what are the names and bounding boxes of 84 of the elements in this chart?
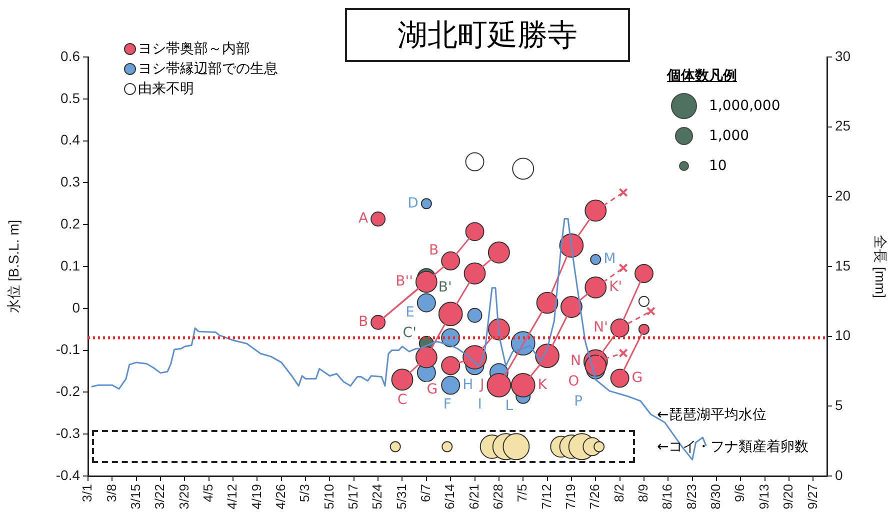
y-tick-label: -0.2 [56, 383, 80, 400]
y2-tick-label: 15 [835, 257, 851, 274]
y2-tick-label: 20 [835, 188, 851, 204]
legend-title: 個体数凡例 [667, 67, 738, 85]
data-label: F [443, 396, 452, 412]
x-tick-label: 3/15 [128, 484, 143, 510]
x-tick-label: 6/28 [490, 484, 506, 510]
x-tick-label: 4/12 [224, 484, 240, 510]
y2-tick-label: 0 [835, 466, 843, 483]
x-tick-label: 4/5 [200, 484, 216, 502]
y-tick-label: -0.1 [56, 341, 80, 358]
y-tick-label: 0.5 [60, 90, 80, 106]
x-tick-label: 8/9 [636, 484, 651, 502]
data-label: B [428, 242, 439, 259]
y-axis-title: 水位 [B.S.L. m] [5, 220, 22, 314]
y-tick-label: 0.2 [60, 215, 80, 232]
x-tick-label: 9/13 [756, 484, 772, 510]
x-tick-label: 5/31 [394, 484, 409, 510]
x-tick-label: 6/14 [442, 484, 458, 510]
y-tick-label: -0.3 [56, 424, 80, 441]
data-label: E [406, 304, 414, 320]
x-tick-label: 7/5 [514, 484, 530, 502]
legend-label: ヨシ帯奥部～内部 [138, 40, 250, 59]
annotation: ←琵琶湖平均水位 [657, 406, 768, 425]
x-tick-label: 3/1 [80, 484, 95, 502]
data-label: G [632, 370, 643, 386]
y-tick-label: 0.4 [60, 132, 80, 148]
x-tick-label: 8/30 [708, 484, 724, 510]
x-tick-label: 8/16 [660, 484, 675, 510]
data-label: N' [593, 320, 608, 336]
x-tick-label: 9/20 [780, 484, 796, 510]
x-tick-label: 3/29 [176, 484, 192, 510]
data-label: M [604, 251, 616, 268]
y2-tick-label: 5 [835, 397, 843, 414]
x-tick-label: 4/26 [272, 484, 288, 510]
data-label: K [538, 376, 548, 393]
y-tick-label: 0 [72, 299, 80, 316]
y2-tick-label: 10 [835, 327, 851, 344]
data-label: H [462, 376, 474, 393]
legend-label: ヨシ帯縁辺部での生息 [138, 60, 278, 79]
x-tick-label: 7/26 [587, 484, 602, 510]
x-tick-label: 9/6 [732, 484, 748, 502]
x-tick-label: 8/2 [611, 484, 626, 502]
data-label: G [426, 381, 438, 398]
y-tick-label: -0.4 [56, 466, 80, 483]
data-label: O [568, 373, 580, 390]
x-tick-label: 4/19 [248, 484, 264, 510]
data-label: C [397, 392, 408, 408]
data-label: I [478, 396, 482, 412]
legend-label: 1,000,000 [709, 98, 780, 114]
x-tick-label: 5/17 [345, 484, 360, 510]
x-tick-label: 5/3 [297, 484, 312, 502]
x-tick-label: 6/21 [466, 484, 482, 510]
x-tick-label: 3/8 [104, 484, 119, 502]
legend-label: 1,000 [709, 128, 750, 144]
y-tick-label: 0.1 [60, 257, 80, 274]
data-label: B [358, 314, 368, 330]
y-tick-label: 0.6 [60, 48, 80, 64]
data-label: C' [402, 324, 416, 341]
x-tick-label: 9/27 [804, 484, 820, 510]
x-tick-label: 7/19 [563, 484, 578, 510]
data-label: J [479, 376, 484, 393]
x-tick-label: 6/7 [418, 484, 433, 502]
x-tick-label: 7/12 [538, 484, 554, 510]
data-label: B'' [396, 274, 413, 290]
data-label: P [574, 393, 583, 410]
data-label: L [505, 398, 514, 414]
y2-tick-label: 30 [835, 48, 851, 64]
data-label: N [570, 353, 581, 370]
y2-tick-label: 25 [835, 118, 851, 134]
legend-label: 由来不明 [138, 80, 194, 99]
x-tick-label: 8/23 [684, 484, 699, 510]
y-tick-label: 0.3 [60, 174, 80, 190]
y2-axis-title: 全長 [mm] [872, 235, 889, 298]
x-tick-label: 5/24 [370, 484, 385, 510]
x-tick-label: 3/22 [152, 484, 168, 510]
chart-title: 湖北町延勝寺 [345, 8, 630, 62]
data-label: A [358, 210, 368, 227]
x-tick-label: 5/10 [321, 484, 336, 510]
data-label: D [408, 195, 418, 212]
annotation: ←コイ・フナ類産着卵数 [657, 438, 809, 457]
legend-label: 10 [709, 158, 727, 174]
data-label: B' [438, 279, 452, 296]
data-label: K' [609, 279, 622, 296]
